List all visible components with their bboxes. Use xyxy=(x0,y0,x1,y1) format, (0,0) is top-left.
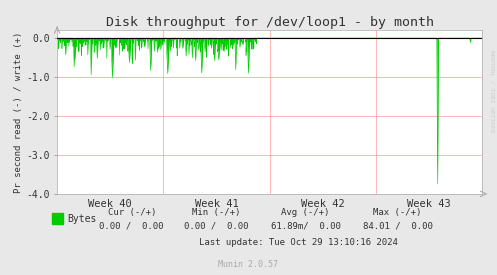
Text: Avg (-/+): Avg (-/+) xyxy=(281,208,330,217)
Title: Disk throughput for /dev/loop1 - by month: Disk throughput for /dev/loop1 - by mont… xyxy=(106,16,433,29)
Text: RRDTOOL / TOBI OETIKER: RRDTOOL / TOBI OETIKER xyxy=(490,50,495,132)
Text: Min (-/+): Min (-/+) xyxy=(192,208,241,217)
Text: Bytes: Bytes xyxy=(67,214,96,224)
Text: 0.00 /  0.00: 0.00 / 0.00 xyxy=(184,221,248,230)
Text: 0.00 /  0.00: 0.00 / 0.00 xyxy=(99,221,164,230)
Text: 84.01 /  0.00: 84.01 / 0.00 xyxy=(363,221,432,230)
Text: 61.89m/  0.00: 61.89m/ 0.00 xyxy=(271,221,340,230)
Text: Max (-/+): Max (-/+) xyxy=(373,208,422,217)
Text: Munin 2.0.57: Munin 2.0.57 xyxy=(219,260,278,269)
Text: Cur (-/+): Cur (-/+) xyxy=(107,208,156,217)
Text: Last update: Tue Oct 29 13:10:16 2024: Last update: Tue Oct 29 13:10:16 2024 xyxy=(199,238,398,247)
Y-axis label: Pr second read (-) / write (+): Pr second read (-) / write (+) xyxy=(14,31,23,193)
